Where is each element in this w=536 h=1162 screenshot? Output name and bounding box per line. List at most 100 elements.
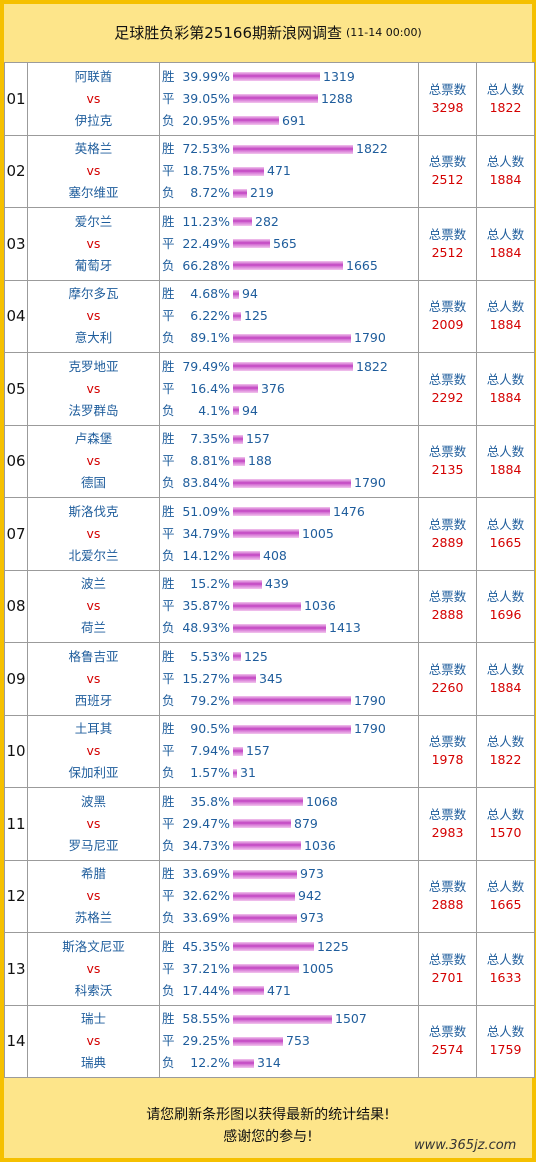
stat-bar <box>233 478 351 488</box>
stat-row-draw: 平 7.94% 157 <box>160 740 418 762</box>
stat-bar <box>233 116 279 126</box>
stat-row-win: 胜 45.35% 1225 <box>160 936 418 958</box>
stat-label: 胜 <box>162 793 175 809</box>
away-team: 北爱尔兰 <box>68 547 119 563</box>
stat-percent: 14.12% <box>182 547 230 563</box>
total-votes-cell: 总票数 1978 <box>418 714 477 788</box>
stat-count: 1790 <box>354 721 386 737</box>
total-votes-label: 总票数 <box>428 154 467 170</box>
total-people-cell: 总人数 1759 <box>476 1004 535 1078</box>
total-votes-label: 总票数 <box>428 81 467 97</box>
stat-count: 376 <box>261 380 285 396</box>
stat-bar <box>233 964 299 974</box>
total-people-cell: 总人数 1884 <box>476 279 535 353</box>
stat-label: 胜 <box>162 648 175 664</box>
match-table: 01 阿联酋 vs 伊拉克胜 39.99% 1319 平 39.05% 1288 负 20.95% 6… <box>4 62 535 1078</box>
stat-bar <box>233 362 353 372</box>
stat-row-loss: 负 12.2% 314 <box>160 1052 418 1074</box>
total-votes-label: 总票数 <box>428 589 467 605</box>
total-votes-cell: 总票数 2135 <box>418 424 477 498</box>
stat-row-loss: 负 20.95% 691 <box>160 110 418 132</box>
stat-label: 负 <box>162 402 175 418</box>
stat-row-win: 胜 7.35% 157 <box>160 428 418 450</box>
stat-percent: 66.28% <box>182 257 230 273</box>
total-people-value: 1633 <box>489 969 522 985</box>
home-team: 斯洛文尼亚 <box>62 938 125 954</box>
survey-date: (11-14 00:00) <box>345 25 422 39</box>
vs-label: vs <box>86 525 101 541</box>
stat-bar <box>233 144 353 154</box>
total-votes-label: 总票数 <box>428 444 467 460</box>
stat-percent: 7.35% <box>190 431 230 447</box>
total-votes-value: 2512 <box>431 172 464 188</box>
stat-percent: 8.81% <box>190 453 230 469</box>
stat-label: 平 <box>162 90 175 106</box>
match-teams: 卢森堡 vs 德国 <box>27 424 160 498</box>
stat-count: 94 <box>242 286 258 302</box>
total-people-label: 总人数 <box>486 444 525 460</box>
stat-percent: 32.62% <box>182 888 230 904</box>
stat-label: 负 <box>162 982 175 998</box>
match-teams: 格鲁吉亚 vs 西班牙 <box>27 642 160 716</box>
total-votes-value: 2574 <box>431 1042 464 1058</box>
total-votes-cell: 总票数 3298 <box>418 62 477 136</box>
match-row: 09 格鲁吉亚 vs 西班牙 胜 5.53% 125 平 15.27% 345 负 79.2% 1790… <box>4 642 535 716</box>
vs-label: vs <box>86 163 101 179</box>
stat-label: 胜 <box>162 1011 175 1027</box>
stat-row-draw: 平 32.62% 942 <box>160 885 418 907</box>
stat-row-win: 胜 79.49% 1822 <box>160 356 418 378</box>
away-team: 德国 <box>80 475 106 491</box>
stat-row-draw: 平 29.47% 879 <box>160 813 418 835</box>
stat-bar <box>233 913 297 923</box>
stat-row-draw: 平 39.05% 1288 <box>160 88 418 110</box>
stat-percent: 29.25% <box>182 1033 230 1049</box>
total-votes-cell: 总票数 2512 <box>418 207 477 281</box>
total-votes-value: 2512 <box>431 244 464 260</box>
stat-count: 125 <box>244 648 268 664</box>
match-stats: 胜 39.99% 1319 平 39.05% 1288 负 20.95% 691 <box>159 62 419 136</box>
stat-percent: 34.73% <box>182 837 230 853</box>
stat-label: 平 <box>162 163 175 179</box>
stat-bar <box>233 841 301 851</box>
stat-count: 1790 <box>354 692 386 708</box>
stat-row-draw: 平 37.21% 1005 <box>160 958 418 980</box>
stat-count: 31 <box>240 765 256 781</box>
stat-bar <box>233 819 291 829</box>
stat-label: 胜 <box>162 213 175 229</box>
stat-row-loss: 负 34.73% 1036 <box>160 835 418 857</box>
stat-row-loss: 负 8.72% 219 <box>160 182 418 204</box>
total-people-value: 1822 <box>489 752 522 768</box>
match-stats: 胜 72.53% 1822 平 18.75% 471 负 8.72% 219 <box>159 134 419 208</box>
stat-count: 1665 <box>346 257 378 273</box>
match-row: 12 希腊 vs 苏格兰 胜 33.69% 973 平 32.62% 942 负 33.69% 973 总… <box>4 859 535 933</box>
home-team: 卢森堡 <box>74 431 113 447</box>
stat-count: 1225 <box>317 938 349 954</box>
total-people-value: 1570 <box>489 824 522 840</box>
stat-bar <box>233 289 239 299</box>
stat-percent: 16.4% <box>190 380 230 396</box>
stat-label: 胜 <box>162 938 175 954</box>
total-votes-cell: 总票数 2889 <box>418 497 477 571</box>
match-stats: 胜 90.5% 1790 平 7.94% 157 负 1.57% 31 <box>159 714 419 788</box>
match-stats: 胜 33.69% 973 平 32.62% 942 负 33.69% 973 <box>159 859 419 933</box>
stat-percent: 48.93% <box>182 620 230 636</box>
total-votes-label: 总票数 <box>428 806 467 822</box>
stat-row-draw: 平 16.4% 376 <box>160 378 418 400</box>
stat-bar <box>233 674 256 684</box>
match-number: 03 <box>4 207 28 281</box>
stat-bar <box>233 166 264 176</box>
total-people-cell: 总人数 1665 <box>476 859 535 933</box>
total-votes-label: 总票数 <box>428 734 467 750</box>
match-teams: 土耳其 vs 保加利亚 <box>27 714 160 788</box>
total-votes-cell: 总票数 2888 <box>418 859 477 933</box>
total-votes-cell: 总票数 2260 <box>418 642 477 716</box>
footer-refresh-note: 请您刷新条形图以获得最新的统计结果! <box>146 1107 390 1123</box>
stat-row-loss: 负 89.1% 1790 <box>160 327 418 349</box>
stat-row-loss: 负 66.28% 1665 <box>160 255 418 277</box>
stat-bar <box>233 333 351 343</box>
vs-label: vs <box>86 960 101 976</box>
stat-bar <box>233 507 330 517</box>
total-people-value: 1884 <box>489 172 522 188</box>
stat-count: 1036 <box>304 598 336 614</box>
stat-row-win: 胜 35.8% 1068 <box>160 791 418 813</box>
